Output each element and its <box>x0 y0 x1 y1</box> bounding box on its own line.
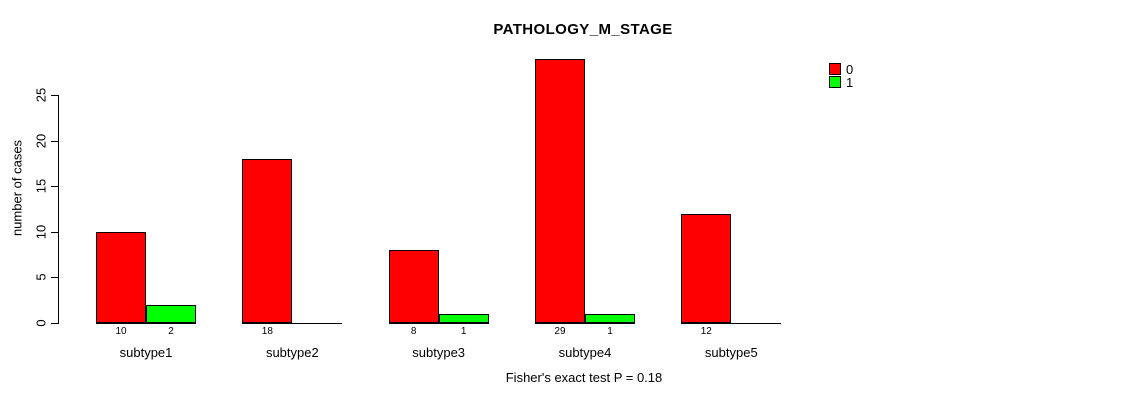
bar-series1-subtype1 <box>146 305 196 323</box>
y-tick-mark <box>51 277 58 279</box>
bar-count-label: 1 <box>460 326 467 337</box>
bar-series0-subtype2 <box>242 159 293 323</box>
fisher-test-caption: Fisher's exact test P = 0.18 <box>505 370 663 385</box>
bar-series0-subtype3 <box>388 250 439 323</box>
bar-series0-subtype1 <box>96 232 146 323</box>
legend-swatch-0 <box>829 63 841 75</box>
chart-title: PATHOLOGY_M_STAGE <box>493 21 673 38</box>
bar-count-label: 29 <box>554 326 566 337</box>
y-tick-mark <box>51 186 58 188</box>
bar-series1-subtype3 <box>438 314 489 323</box>
legend-entry-0: 0 <box>829 62 869 77</box>
category-label-subtype3: subtype3 <box>412 345 466 360</box>
group-baseline <box>681 323 782 324</box>
y-tick-mark <box>51 95 58 96</box>
y-tick-mark <box>51 140 58 142</box>
y-axis-line <box>58 95 59 324</box>
bar-count-label: 1 <box>607 326 613 337</box>
bar-series1-subtype4 <box>584 314 635 323</box>
bar-count-label: 10 <box>115 326 127 337</box>
bar-series0-subtype5 <box>681 214 732 323</box>
bar-count-label: 12 <box>700 326 712 337</box>
group-baseline <box>534 323 635 324</box>
legend-label: 1 <box>846 75 854 90</box>
legend-entry-1: 1 <box>829 75 869 90</box>
category-label-subtype2: subtype2 <box>265 345 319 360</box>
legend-swatch-1 <box>829 76 841 88</box>
y-tick-label: 15 <box>33 178 49 194</box>
bar-count-label: 8 <box>410 326 417 337</box>
legend-label: 0 <box>846 62 854 77</box>
y-tick-label: 5 <box>33 273 49 282</box>
group-baseline <box>388 323 489 324</box>
category-label-subtype4: subtype4 <box>558 345 612 360</box>
bar-count-label: 2 <box>168 326 174 337</box>
category-label-subtype1: subtype1 <box>119 345 173 360</box>
bar-series0-subtype4 <box>534 59 585 323</box>
y-tick-mark <box>51 323 58 324</box>
bar-count-label: 18 <box>261 326 273 337</box>
y-tick-label: 10 <box>33 224 49 240</box>
y-tick-label: 0 <box>33 319 49 327</box>
y-tick-mark <box>51 231 58 233</box>
group-baseline <box>242 323 343 324</box>
category-label-subtype5: subtype5 <box>704 345 758 360</box>
y-tick-label: 20 <box>33 133 49 148</box>
y-tick-label: 25 <box>33 87 49 103</box>
group-baseline <box>96 323 196 324</box>
y-axis-label: number of cases <box>9 139 25 237</box>
